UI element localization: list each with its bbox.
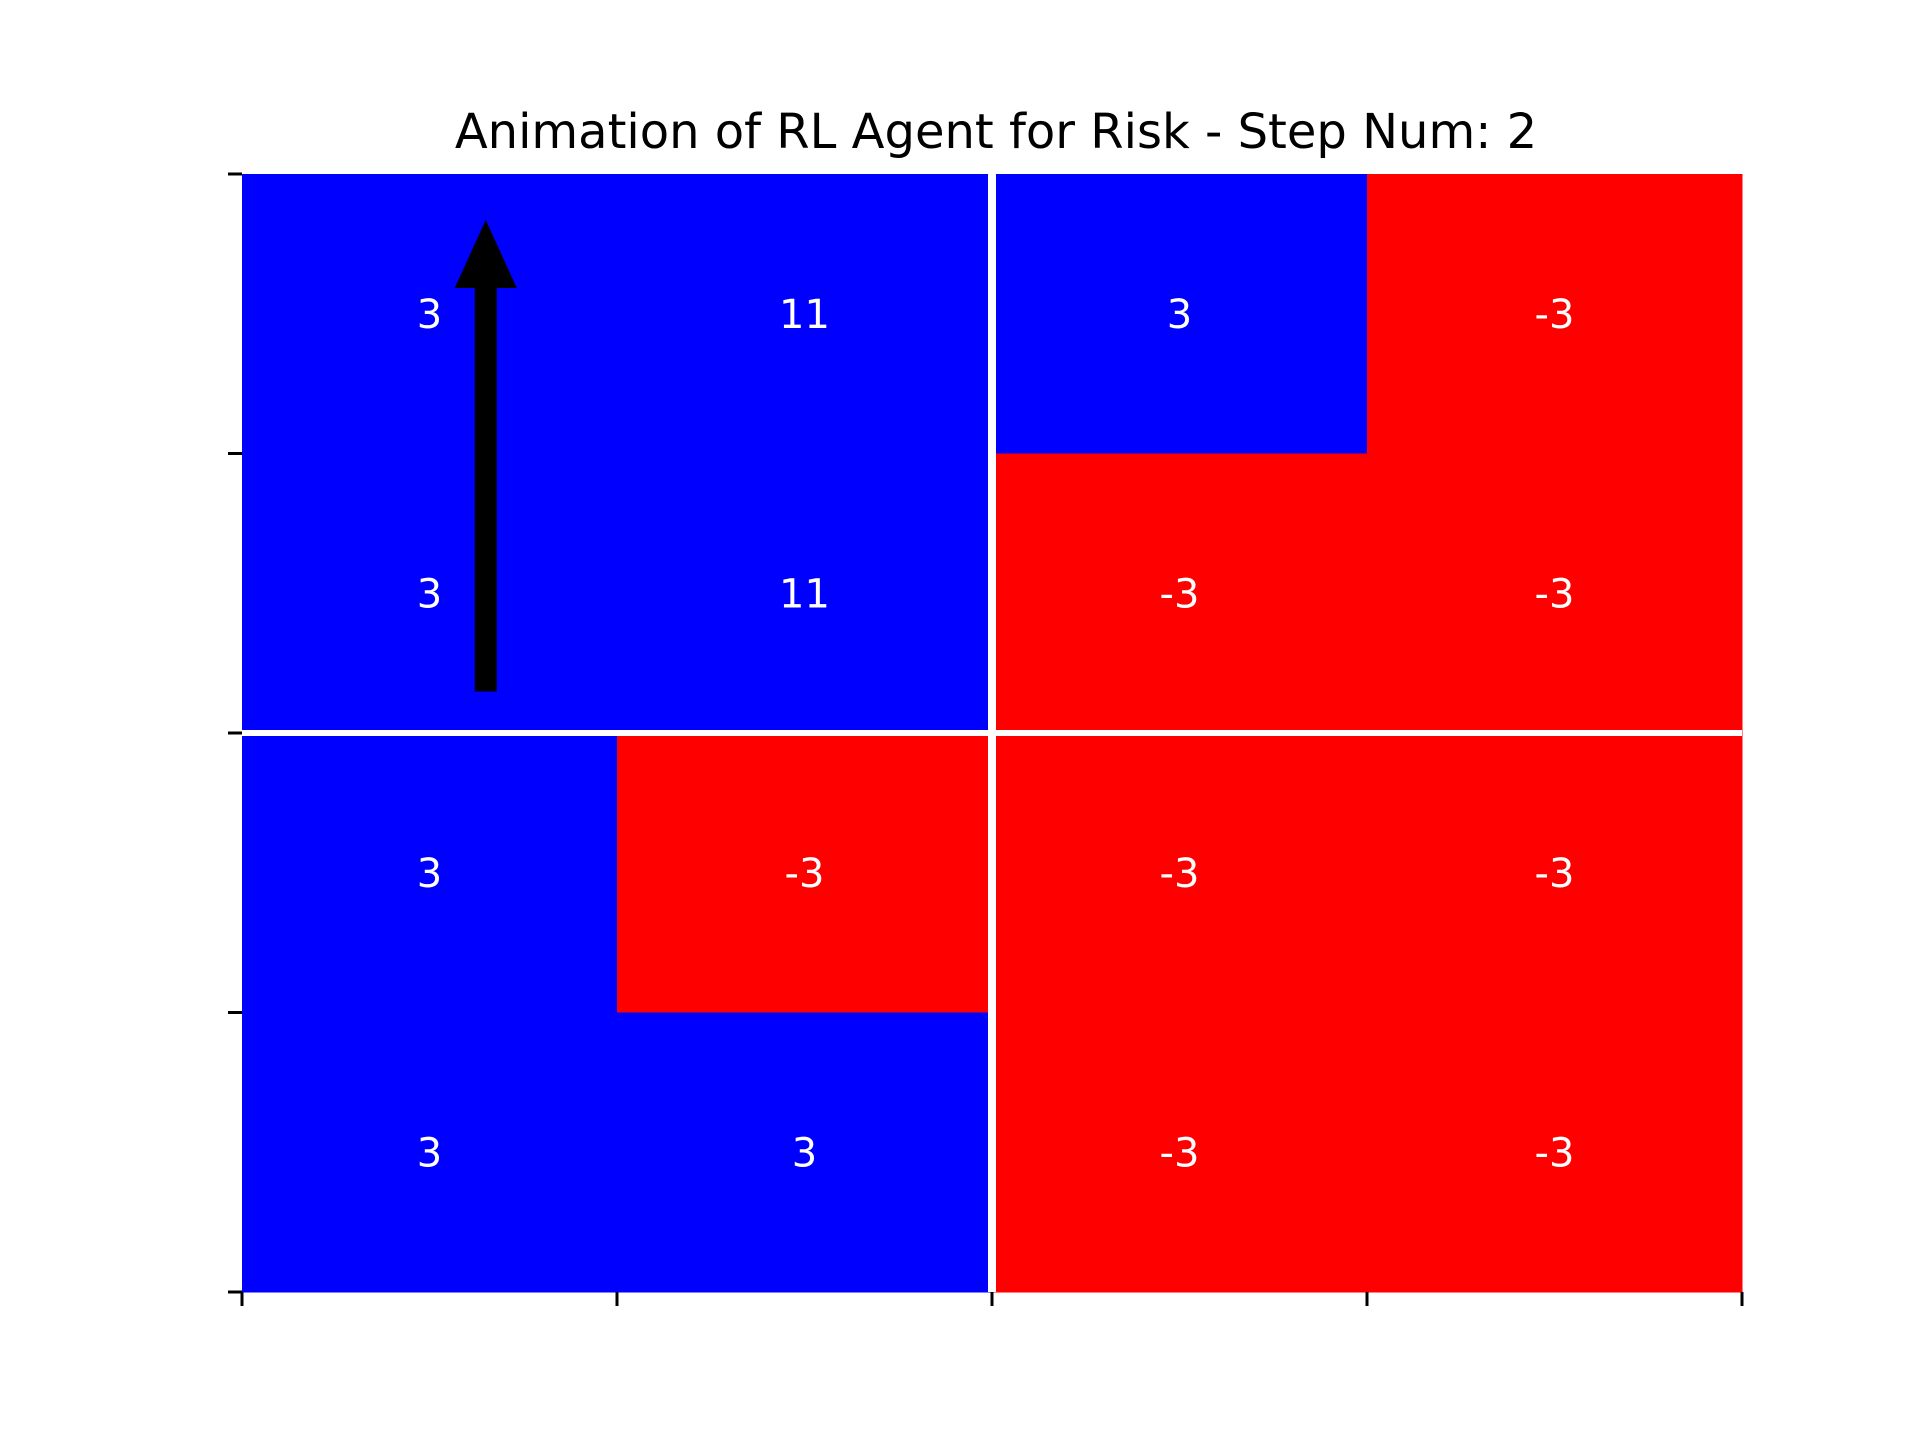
cell-r2-c1 [617,733,993,1013]
arrow-shaft [474,288,497,692]
cell-r1-c1 [617,453,993,734]
cell-value-label: -3 [1535,292,1575,338]
cell-r2-c2 [992,733,1368,1013]
cell-value-label: 3 [1167,292,1192,338]
cell-value-label: -3 [1535,571,1575,617]
cell-r2-c3 [1367,733,1743,1013]
cell-value-label: 3 [792,1130,817,1176]
cell-value-label: 3 [417,851,442,897]
cell-r3-c3 [1367,1012,1743,1293]
cell-value-label: 3 [417,292,442,338]
cell-value-label: -3 [1535,851,1575,897]
heatmap-cells [242,174,1743,1293]
cell-value-label: 3 [417,571,442,617]
cell-r3-c2 [992,1012,1368,1293]
cell-value-label: -3 [1535,1130,1575,1176]
chart-title: Animation of RL Agent for Risk - Step Nu… [455,104,1537,160]
cell-r0-c2 [992,174,1368,454]
agent-action-arrow [454,220,517,692]
cell-value-label: 11 [779,292,830,338]
arrow-head [454,220,517,288]
cell-r0-c1 [617,174,993,454]
cell-r1-c0 [242,453,618,734]
cell-value-label: -3 [785,851,825,897]
cell-value-label: 3 [417,1130,442,1176]
cell-r2-c0 [242,733,618,1013]
cell-r3-c1 [617,1012,993,1293]
cell-r0-c3 [1367,174,1743,454]
cell-r3-c0 [242,1012,618,1293]
cell-value-label: -3 [1160,571,1200,617]
cell-value-label: -3 [1160,1130,1200,1176]
quadrant-dividers [242,174,1742,1292]
cell-r1-c3 [1367,453,1743,734]
cell-r0-c0 [242,174,618,454]
cell-value-label: 11 [779,571,830,617]
cell-value-label: -3 [1160,851,1200,897]
axis-ticks [228,172,1744,1306]
cell-labels: 3 11 3 -3 3 11 -3 -3 3 -3 -3 -3 3 3 -3 -3 [417,292,1575,1177]
cell-r1-c2 [992,453,1368,734]
